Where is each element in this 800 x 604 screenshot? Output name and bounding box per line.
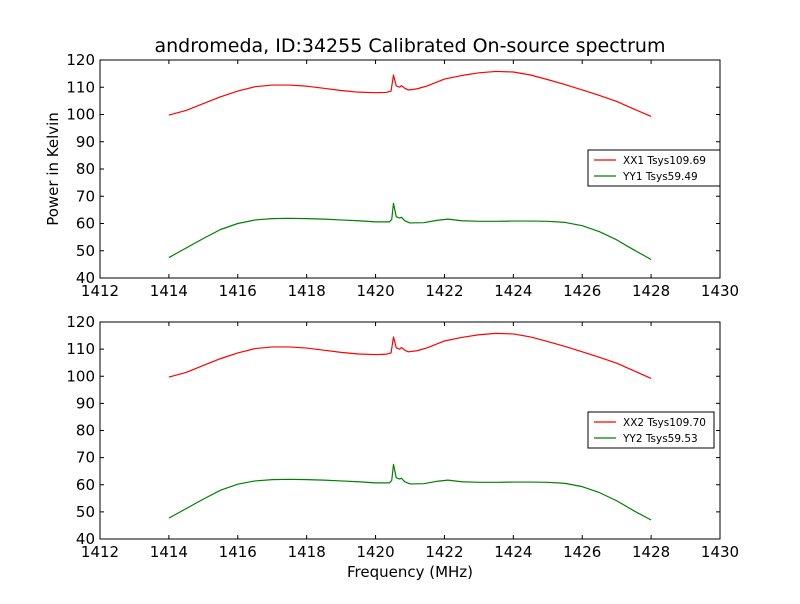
y-tick-label: 80 [76, 160, 95, 178]
panel-2: 1412 1414 1416 1418 1420 1422 1424 1426 1428 1430… [66, 313, 739, 561]
legend-label: XX1 Tsys109.69 [623, 155, 706, 167]
y-tick-label: 100 [66, 106, 95, 124]
legend: XX2 Tsys109.70 YY2 Tsys59.53 [587, 411, 715, 449]
x-tick-label: 1412 [81, 282, 119, 300]
y-tick-label: 90 [76, 394, 95, 412]
y-tick-label: 100 [66, 367, 95, 385]
x-axis-title: Frequency (MHz) [347, 563, 473, 581]
y-tick-label: 80 [76, 422, 95, 440]
x-tick-label: 1422 [425, 282, 463, 300]
x-tick-label: 1420 [356, 543, 394, 561]
y-tick-label: 60 [76, 215, 95, 233]
panel-1: 1412 1414 1416 1418 1420 1422 1424 1426 1428 1430… [66, 51, 739, 300]
series-line [168, 463, 652, 521]
x-tick-label: 1430 [701, 282, 739, 300]
legend-label: YY1 Tsys59.49 [622, 171, 698, 183]
y-tick-label: 50 [76, 242, 95, 260]
chart-title: andromeda, ID:34255 Calibrated On-source… [155, 35, 666, 57]
y-tick-label: 50 [76, 503, 95, 521]
y-tick-label: 40 [76, 530, 95, 548]
x-tick-label: 1416 [219, 282, 257, 300]
y-axis-title: Power in Kelvin [44, 112, 62, 226]
x-tick-label: 1424 [494, 282, 532, 300]
x-tick-label: 1426 [563, 543, 601, 561]
x-tick-label: 1414 [150, 543, 188, 561]
x-tick-label: 1416 [219, 543, 257, 561]
legend-box [587, 149, 721, 187]
y-tick-label: 120 [66, 313, 95, 331]
legend-label: XX2 Tsys109.70 [623, 417, 706, 429]
y-tick-label: 110 [66, 340, 95, 358]
legend: XX1 Tsys109.69 YY1 Tsys59.49 [587, 149, 721, 187]
y-tick-label: 120 [66, 51, 95, 69]
x-tick-label: 1412 [81, 543, 119, 561]
x-tick-label: 1422 [425, 543, 463, 561]
series-line [168, 202, 652, 260]
x-tick-label: 1424 [494, 543, 532, 561]
legend-box [587, 411, 715, 449]
y-tick-label: 70 [76, 449, 95, 467]
legend-label: YY2 Tsys59.53 [622, 433, 698, 445]
series-line [168, 70, 652, 117]
panels: 1412 1414 1416 1418 1420 1422 1424 1426 1428 1430… [66, 51, 739, 561]
x-tick-label: 1418 [288, 543, 326, 561]
x-tick-label: 1426 [563, 282, 601, 300]
x-tick-label: 1428 [632, 543, 670, 561]
y-tick-label: 90 [76, 133, 95, 151]
series-line [168, 332, 652, 379]
x-tick-label: 1414 [150, 282, 188, 300]
x-tick-label: 1430 [701, 543, 739, 561]
y-tick-label: 40 [76, 269, 95, 287]
y-tick-label: 70 [76, 187, 95, 205]
y-tick-label: 110 [66, 78, 95, 96]
y-tick-label: 60 [76, 476, 95, 494]
x-tick-label: 1418 [288, 282, 326, 300]
x-tick-label: 1420 [356, 282, 394, 300]
x-tick-label: 1428 [632, 282, 670, 300]
